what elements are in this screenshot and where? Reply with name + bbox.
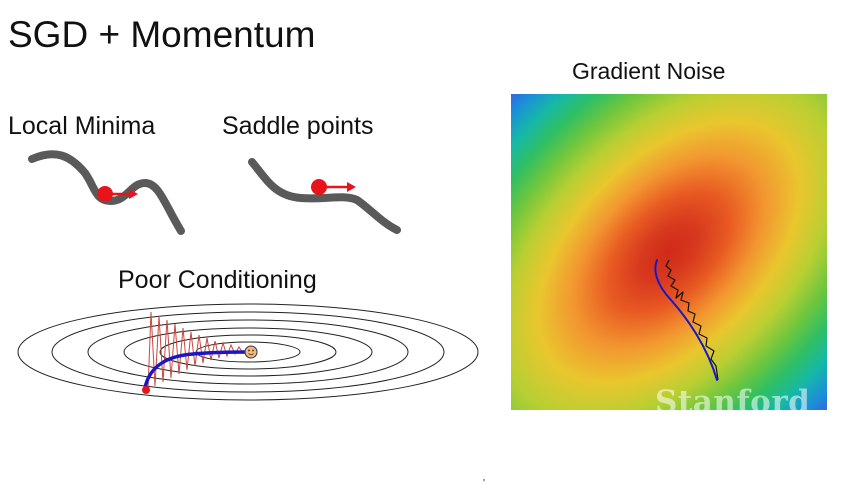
local-minima-diagram xyxy=(28,150,185,235)
poor-conditioning-label: Poor Conditioning xyxy=(118,266,317,294)
noisy-sgd-path xyxy=(665,259,719,381)
momentum-smooth-path xyxy=(654,259,718,381)
cursor-mark: ' xyxy=(483,478,485,489)
saddle-curve xyxy=(248,158,401,234)
saddle-points-label: Saddle points xyxy=(222,112,374,140)
goal-marker-eye-right xyxy=(252,349,254,352)
gradient-noise-label: Gradient Noise xyxy=(572,58,726,84)
local-minima-curve xyxy=(28,150,185,235)
contour-ellipse-3 xyxy=(87,319,409,385)
saddle-ball xyxy=(311,179,327,195)
goal-marker xyxy=(244,345,258,359)
slide-title: SGD + Momentum xyxy=(8,14,316,55)
contour-ellipse-4 xyxy=(123,327,373,377)
goal-marker-mouth xyxy=(248,353,254,356)
goal-marker-eye-left xyxy=(248,349,250,352)
contour-ellipse-1 xyxy=(17,303,479,401)
local-minima-label: Local Minima xyxy=(8,112,156,140)
start-point xyxy=(142,386,150,394)
local-minima-ball xyxy=(97,186,113,202)
momentum-path xyxy=(143,350,251,390)
local-minima-arrow-head xyxy=(129,189,138,199)
stanford-watermark: Stanford xyxy=(655,384,811,410)
poor-conditioning-diagram xyxy=(17,303,479,401)
gradient-noise-heatmap: Stanford xyxy=(511,94,827,410)
gradient-noise-paths xyxy=(654,259,719,381)
saddle-arrow-head xyxy=(347,182,356,192)
contour-ellipse-5 xyxy=(159,334,337,370)
saddle-points-diagram xyxy=(248,158,401,234)
contour-ellipse-2 xyxy=(51,311,445,393)
